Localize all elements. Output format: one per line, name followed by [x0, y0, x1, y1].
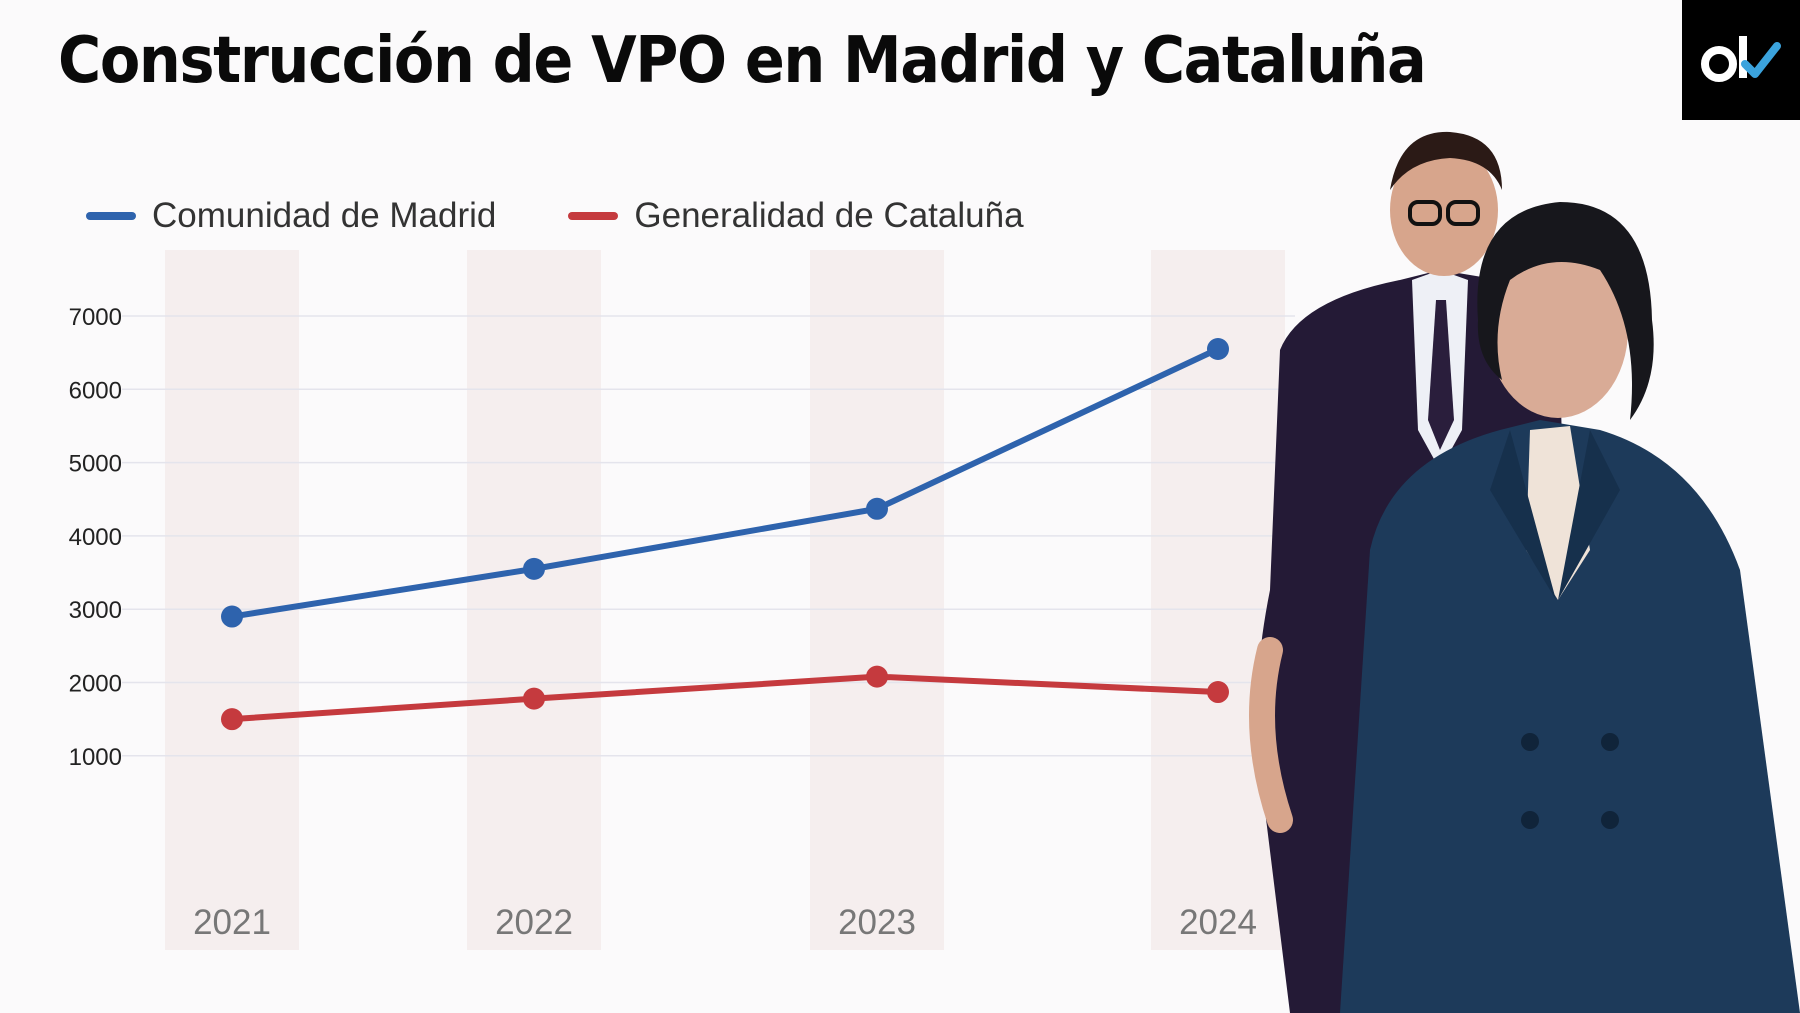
- y-tick-label: 2000: [69, 671, 122, 698]
- data-point-cataluna-2024[interactable]: [1207, 681, 1229, 704]
- data-point-madrid-2023[interactable]: [866, 497, 888, 520]
- legend-label-cataluna: Generalidad de Cataluña: [634, 196, 1024, 235]
- ok-logo-icon: [1701, 36, 1781, 82]
- politicians-photo-icon: [1249, 131, 1800, 1013]
- legend-item-cataluna[interactable]: Generalidad de Cataluña: [568, 196, 1024, 236]
- series-line-madrid: [231, 346, 1220, 620]
- legend-swatch-cataluna: [568, 212, 619, 220]
- y-tick-label: 1000: [69, 744, 122, 771]
- data-point-cataluna-2021[interactable]: [221, 708, 243, 731]
- line-chart: 7000 6000 5000 4000 3000 2000 1000 2021 2022 2023…: [69, 250, 1295, 950]
- data-point-cataluna-2023[interactable]: [866, 665, 888, 688]
- column-band-2021: [165, 250, 299, 950]
- data-point-madrid-2021[interactable]: [221, 605, 243, 628]
- column-band-2022: [467, 250, 601, 950]
- x-tick-label-2024: 2024: [1179, 903, 1257, 942]
- legend-label-madrid: Comunidad de Madrid: [152, 196, 497, 235]
- brand-logo[interactable]: [1682, 0, 1800, 120]
- legend-item-madrid[interactable]: Comunidad de Madrid: [86, 196, 496, 236]
- chart-title: Construcción de VPO en Madrid y Cataluña: [58, 24, 1427, 98]
- data-point-madrid-2022[interactable]: [523, 557, 545, 580]
- data-point-cataluna-2022[interactable]: [523, 687, 545, 710]
- column-band-2023: [810, 250, 944, 950]
- y-tick-label: 4000: [69, 524, 122, 551]
- x-tick-label-2023: 2023: [838, 903, 916, 942]
- y-tick-label: 3000: [69, 597, 122, 624]
- y-tick-label: 5000: [69, 451, 122, 478]
- y-tick-label: 7000: [69, 304, 122, 331]
- x-tick-label-2021: 2021: [193, 903, 271, 942]
- y-tick-label: 6000: [69, 377, 122, 404]
- series-line-cataluna: [231, 673, 1219, 723]
- x-tick-label-2022: 2022: [495, 903, 573, 942]
- legend-swatch-madrid: [86, 212, 136, 220]
- chart-legend: Comunidad de Madrid Generalidad de Catal…: [86, 196, 1096, 236]
- data-point-madrid-2024[interactable]: [1207, 337, 1229, 360]
